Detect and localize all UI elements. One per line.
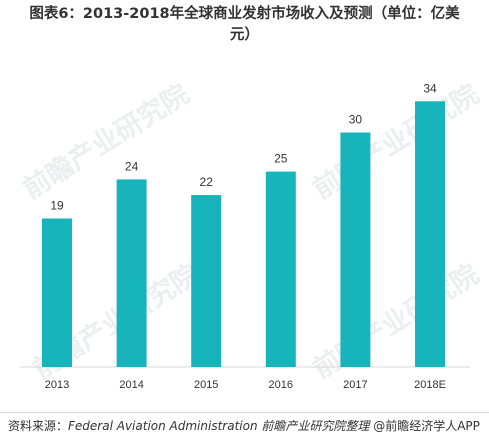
bar-2016 (265, 171, 296, 367)
bar-2015 (191, 195, 222, 367)
x-tick-label-2017: 2017 (343, 379, 367, 391)
bar-2018E (415, 101, 445, 368)
chart-title-line-1: 图表6：2013-2018年全球商业发射市场收入及预测（单位：亿美 (29, 6, 460, 22)
source-prefix: 资料来源： (8, 419, 69, 433)
bar-2014 (116, 179, 147, 367)
source-footer: 资料来源：Federal Aviation Administration 前瞻产… (8, 417, 480, 434)
data-label-2013: 19 (50, 199, 64, 213)
brand-label: @前瞻经济学人APP (373, 419, 480, 433)
chart-title-line-2: 元） (230, 27, 259, 43)
x-tick-label-2018E: 2018E (414, 379, 446, 391)
x-tick-label-2013: 2013 (45, 379, 69, 391)
source-text: Federal Aviation Administration 前瞻产业研究院整… (68, 419, 370, 433)
data-label-2014: 24 (125, 159, 139, 173)
data-label-2015: 22 (200, 175, 214, 189)
x-tick-label-2014: 2014 (119, 379, 143, 391)
data-label-2016: 25 (274, 152, 288, 166)
data-label-2017: 30 (349, 113, 363, 127)
x-tick-label-2016: 2016 (269, 379, 293, 391)
bar-2017 (340, 132, 371, 367)
bar-2013 (42, 218, 72, 367)
chart-title: 图表6：2013-2018年全球商业发射市场收入及预测（单位：亿美 元） (0, 4, 489, 46)
x-tick-label-2015: 2015 (194, 379, 218, 391)
x-tick-labels-group: 2013 2014 2015 2016 2017 2018E (45, 379, 446, 391)
bars-group (42, 101, 445, 368)
data-labels-group: 19 24 22 25 30 34 (50, 81, 437, 212)
footer-divider (0, 412, 489, 413)
data-label-2018E: 34 (423, 81, 437, 95)
